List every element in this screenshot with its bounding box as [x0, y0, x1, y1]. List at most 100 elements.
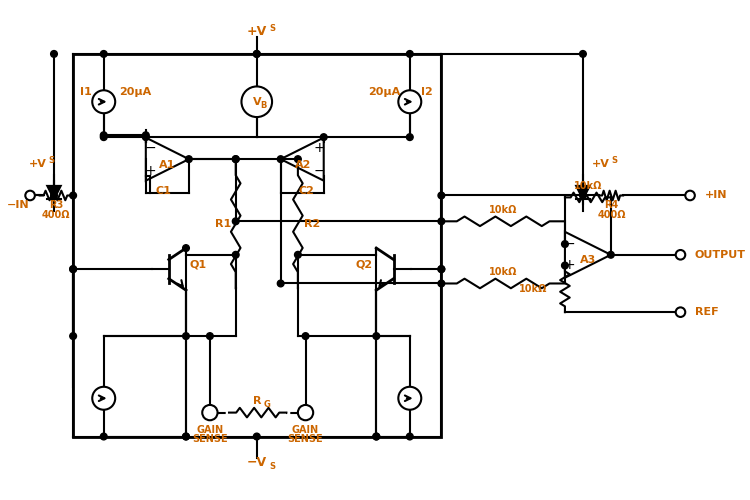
Circle shape: [70, 332, 76, 340]
Circle shape: [676, 308, 686, 317]
Circle shape: [398, 90, 422, 113]
Circle shape: [70, 266, 76, 272]
Text: 20μA: 20μA: [368, 87, 400, 97]
Text: Q1: Q1: [190, 260, 207, 270]
Text: S: S: [269, 24, 275, 32]
Text: R1: R1: [215, 219, 232, 229]
Circle shape: [51, 50, 57, 58]
Circle shape: [562, 240, 568, 248]
Circle shape: [406, 50, 413, 58]
Circle shape: [373, 433, 380, 440]
Text: B: B: [260, 101, 267, 110]
Circle shape: [562, 262, 568, 269]
Circle shape: [100, 50, 107, 58]
Text: 400Ω: 400Ω: [42, 210, 70, 220]
Text: 10kΩ: 10kΩ: [574, 181, 602, 191]
Circle shape: [183, 433, 189, 440]
Text: +V: +V: [592, 159, 610, 169]
Circle shape: [398, 387, 422, 409]
Circle shape: [438, 266, 445, 272]
Circle shape: [232, 252, 239, 258]
Text: +V: +V: [28, 159, 46, 169]
Text: R2: R2: [304, 219, 320, 229]
Circle shape: [295, 252, 302, 258]
Circle shape: [580, 50, 586, 58]
Text: C2: C2: [298, 186, 314, 196]
Circle shape: [26, 190, 34, 200]
Polygon shape: [576, 186, 590, 200]
Text: G: G: [264, 400, 271, 409]
Circle shape: [206, 332, 213, 340]
Circle shape: [295, 156, 302, 162]
Circle shape: [298, 405, 314, 420]
Text: +IN: +IN: [704, 190, 727, 200]
Text: R4: R4: [604, 200, 619, 210]
Circle shape: [70, 192, 76, 199]
Circle shape: [183, 332, 189, 340]
Text: I1: I1: [80, 87, 92, 97]
Circle shape: [185, 156, 192, 162]
Text: S: S: [611, 156, 617, 164]
Circle shape: [608, 252, 614, 258]
Circle shape: [254, 433, 260, 440]
Text: REF: REF: [694, 307, 718, 317]
Text: +: +: [564, 258, 575, 272]
Circle shape: [438, 192, 445, 199]
Text: A3: A3: [580, 254, 596, 264]
Text: Q2: Q2: [356, 260, 373, 270]
Circle shape: [242, 86, 272, 117]
Circle shape: [202, 405, 217, 420]
Circle shape: [142, 132, 149, 138]
Text: SENSE: SENSE: [288, 434, 323, 444]
Text: +V: +V: [247, 26, 267, 38]
Circle shape: [278, 156, 284, 162]
Text: A2: A2: [295, 160, 310, 170]
Text: GAIN: GAIN: [196, 425, 223, 435]
Circle shape: [100, 134, 107, 140]
Text: S: S: [48, 156, 54, 164]
Text: R: R: [253, 396, 261, 406]
Text: S: S: [269, 462, 275, 470]
Circle shape: [406, 433, 413, 440]
Text: 10kΩ: 10kΩ: [489, 205, 518, 215]
Circle shape: [100, 433, 107, 440]
Text: −V: −V: [247, 456, 267, 469]
Text: C1: C1: [155, 186, 171, 196]
Text: −: −: [314, 164, 326, 177]
Circle shape: [302, 332, 309, 340]
Polygon shape: [47, 186, 61, 200]
Text: OUTPUT: OUTPUT: [694, 250, 746, 260]
Text: R3: R3: [49, 200, 63, 210]
Circle shape: [254, 50, 260, 58]
Text: 10kΩ: 10kΩ: [489, 267, 518, 277]
Text: +: +: [144, 164, 156, 177]
Circle shape: [142, 134, 149, 140]
Circle shape: [438, 280, 445, 287]
Text: −IN: −IN: [8, 200, 30, 210]
Circle shape: [373, 332, 380, 340]
Circle shape: [183, 433, 189, 440]
Circle shape: [580, 192, 586, 199]
Circle shape: [373, 433, 380, 440]
Circle shape: [406, 134, 413, 140]
Text: A1: A1: [159, 160, 175, 170]
Text: 20μA: 20μA: [119, 87, 152, 97]
Circle shape: [278, 280, 284, 287]
Text: SENSE: SENSE: [192, 434, 228, 444]
Text: −: −: [144, 140, 156, 154]
Text: I2: I2: [422, 87, 433, 97]
Text: V: V: [253, 96, 261, 106]
Circle shape: [92, 90, 116, 113]
Circle shape: [92, 387, 116, 409]
Text: +: +: [314, 140, 326, 154]
Circle shape: [686, 190, 694, 200]
Text: 10kΩ: 10kΩ: [519, 284, 548, 294]
Circle shape: [70, 266, 76, 272]
Circle shape: [232, 156, 239, 162]
Text: −: −: [564, 237, 575, 251]
Circle shape: [320, 134, 327, 140]
Circle shape: [676, 250, 686, 260]
Text: GAIN: GAIN: [292, 425, 319, 435]
Circle shape: [254, 50, 260, 58]
Circle shape: [183, 244, 189, 252]
